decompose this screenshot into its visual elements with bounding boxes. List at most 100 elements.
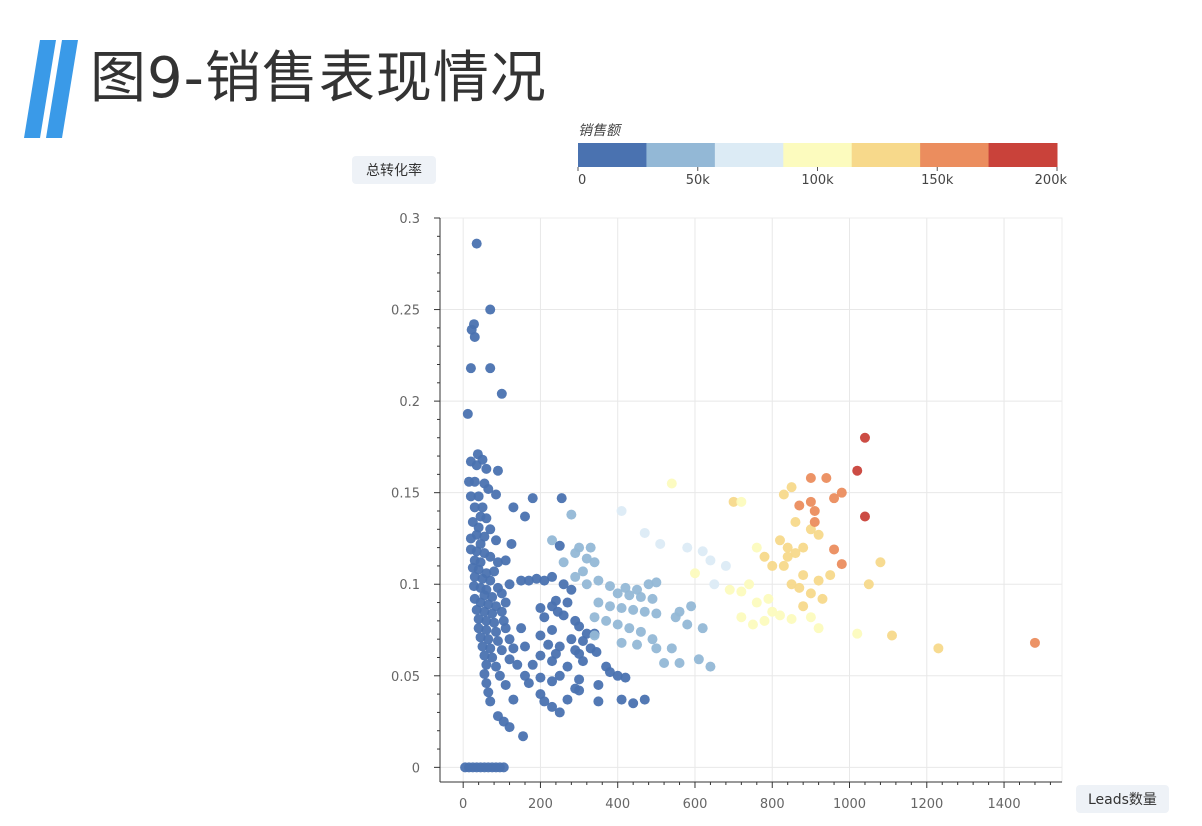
data-point bbox=[763, 593, 774, 604]
data-point bbox=[477, 641, 488, 652]
data-point bbox=[556, 493, 567, 504]
data-point bbox=[612, 670, 623, 681]
data-point bbox=[487, 608, 498, 619]
data-point bbox=[736, 586, 747, 597]
data-point bbox=[519, 670, 530, 681]
data-point bbox=[744, 579, 755, 590]
data-point bbox=[477, 573, 488, 584]
data-point bbox=[516, 575, 527, 586]
data-point bbox=[798, 542, 809, 553]
data-point bbox=[485, 524, 496, 535]
data-point bbox=[479, 668, 490, 679]
data-point bbox=[782, 542, 793, 553]
data-point bbox=[751, 542, 762, 553]
x-tick-label: 600 bbox=[683, 797, 708, 812]
colorbar-tick-label: 100k bbox=[801, 173, 834, 188]
data-point bbox=[620, 672, 631, 683]
data-point bbox=[554, 670, 565, 681]
data-point bbox=[593, 679, 604, 690]
data-point bbox=[471, 238, 482, 249]
data-point bbox=[500, 555, 511, 566]
data-point bbox=[506, 538, 517, 549]
data-point bbox=[705, 555, 716, 566]
data-point bbox=[489, 566, 500, 577]
y-tick-label: 0 bbox=[412, 761, 420, 776]
colorbar-swatch bbox=[920, 143, 990, 167]
data-point bbox=[632, 584, 643, 595]
data-point bbox=[836, 487, 847, 498]
data-point bbox=[562, 694, 573, 705]
data-point bbox=[778, 560, 789, 571]
data-point bbox=[496, 645, 507, 656]
data-point bbox=[547, 625, 558, 636]
data-point bbox=[479, 650, 490, 661]
x-tick-label: 1400 bbox=[988, 797, 1021, 812]
data-point bbox=[651, 643, 662, 654]
data-point bbox=[527, 659, 538, 670]
data-point bbox=[805, 524, 816, 535]
data-point bbox=[736, 612, 747, 623]
data-point bbox=[554, 707, 565, 718]
data-point bbox=[581, 553, 592, 564]
data-point bbox=[689, 568, 700, 579]
data-point bbox=[547, 571, 558, 582]
data-point bbox=[635, 626, 646, 637]
data-point bbox=[782, 551, 793, 562]
colorbar-swatch bbox=[714, 143, 784, 167]
data-point bbox=[562, 597, 573, 608]
data-point bbox=[813, 575, 824, 586]
data-point bbox=[481, 659, 492, 670]
x-tick-label: 400 bbox=[605, 797, 630, 812]
data-point bbox=[496, 388, 507, 399]
data-point bbox=[577, 656, 588, 667]
data-point bbox=[491, 535, 502, 546]
data-point bbox=[852, 465, 863, 476]
data-point bbox=[473, 491, 484, 502]
data-point bbox=[805, 612, 816, 623]
data-point bbox=[589, 630, 600, 641]
data-point bbox=[558, 579, 569, 590]
data-point bbox=[589, 612, 600, 623]
data-point bbox=[593, 696, 604, 707]
data-point bbox=[624, 590, 635, 601]
data-point bbox=[543, 639, 554, 650]
data-point bbox=[604, 667, 615, 678]
data-point bbox=[624, 623, 635, 634]
data-point bbox=[790, 548, 801, 559]
data-point bbox=[817, 593, 828, 604]
data-point bbox=[628, 698, 639, 709]
data-point bbox=[469, 571, 480, 582]
data-point bbox=[628, 604, 639, 615]
data-point bbox=[697, 623, 708, 634]
data-point bbox=[508, 643, 519, 654]
data-point bbox=[574, 685, 585, 696]
data-point bbox=[836, 559, 847, 570]
data-point bbox=[591, 646, 602, 657]
colorbar-swatch bbox=[578, 143, 647, 167]
data-point bbox=[589, 557, 600, 568]
data-point bbox=[547, 676, 558, 687]
data-point bbox=[462, 408, 473, 419]
data-point bbox=[477, 502, 488, 513]
data-point bbox=[682, 619, 693, 630]
page-title: 图9-销售表现情况 bbox=[90, 46, 547, 111]
colorbar: 0 50k 100k 150k 200k bbox=[577, 143, 1067, 188]
data-point bbox=[724, 584, 735, 595]
data-point bbox=[469, 476, 480, 487]
data-point bbox=[465, 533, 476, 544]
data-point bbox=[767, 606, 778, 617]
data-point bbox=[728, 496, 739, 507]
data-point bbox=[485, 696, 496, 707]
data-point bbox=[736, 496, 747, 507]
data-point bbox=[479, 590, 490, 601]
data-point bbox=[794, 500, 805, 511]
data-point bbox=[535, 689, 546, 700]
data-point bbox=[479, 531, 490, 542]
data-point bbox=[933, 643, 944, 654]
data-point bbox=[829, 544, 840, 555]
data-point bbox=[481, 463, 492, 474]
data-point bbox=[693, 654, 704, 665]
data-point bbox=[616, 505, 627, 516]
data-point bbox=[492, 465, 503, 476]
